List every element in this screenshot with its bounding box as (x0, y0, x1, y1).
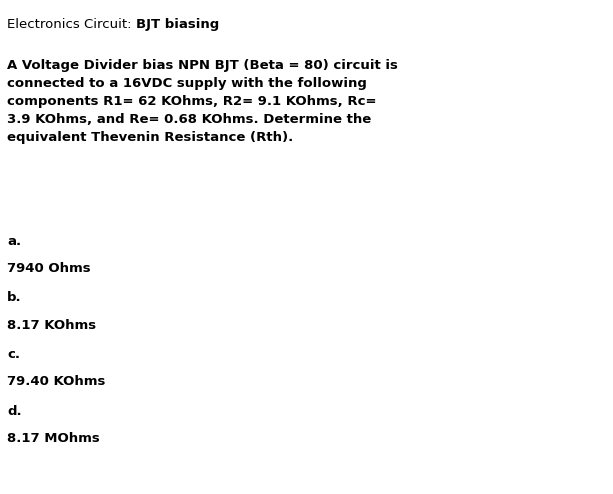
Text: a.: a. (7, 235, 21, 247)
Text: BJT biasing: BJT biasing (136, 18, 219, 31)
Text: Electronics Circuit:: Electronics Circuit: (7, 18, 136, 31)
Text: 8.17 KOhms: 8.17 KOhms (7, 319, 96, 331)
Text: d.: d. (7, 405, 22, 418)
Text: 8.17 MOhms: 8.17 MOhms (7, 432, 100, 445)
Text: b.: b. (7, 291, 22, 304)
Text: 7940 Ohms: 7940 Ohms (7, 262, 91, 275)
Text: A Voltage Divider bias NPN BJT (Beta = 80) circuit is
connected to a 16VDC suppl: A Voltage Divider bias NPN BJT (Beta = 8… (7, 59, 398, 144)
Text: 79.40 KOhms: 79.40 KOhms (7, 375, 105, 388)
Text: c.: c. (7, 348, 20, 361)
